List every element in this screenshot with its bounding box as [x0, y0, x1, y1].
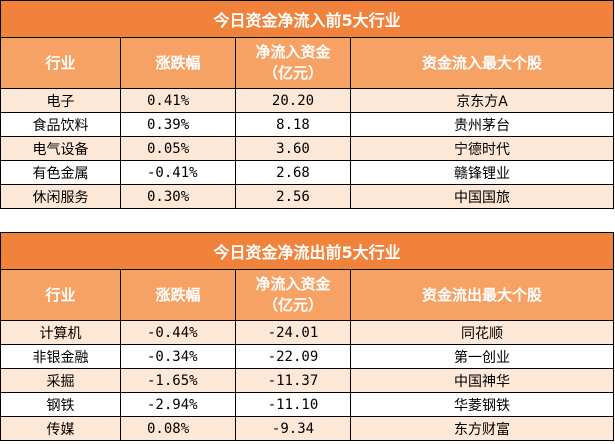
header-change: 涨跌幅: [120, 269, 236, 321]
industry-cell: 非银金融: [0, 344, 121, 369]
amount-cell: 2.68: [235, 160, 351, 185]
header-net-amount: 净流入资金 （亿元）: [235, 269, 351, 321]
amount-cell: 8.18: [235, 112, 351, 137]
change-cell: 0.08%: [120, 416, 236, 441]
industry-cell: 钢铁: [0, 392, 121, 417]
header-industry: 行业: [0, 269, 121, 321]
table-row: 传媒 0.08% -9.34 东方财富: [0, 416, 615, 441]
outflow-table-title: 今日资金净流出前5大行业: [0, 232, 615, 270]
table-row: 采掘 -1.65% -11.37 中国神华: [0, 368, 615, 393]
table-row: 电子 0.41% 20.20 京东方A: [0, 88, 615, 113]
industry-cell: 休闲服务: [0, 184, 121, 209]
stock-cell: 同花顺: [349, 320, 615, 345]
header-top-stock: 资金流入最大个股: [349, 37, 615, 89]
inflow-table-title: 今日资金净流入前5大行业: [0, 0, 615, 38]
stock-cell: 华菱钢铁: [349, 392, 615, 417]
industry-cell: 电子: [0, 88, 121, 113]
amount-cell: 3.60: [235, 136, 351, 161]
stock-cell: 宁德时代: [349, 136, 615, 161]
change-cell: 0.39%: [120, 112, 236, 137]
change-cell: -0.44%: [120, 320, 236, 345]
table-row: 有色金属 -0.41% 2.68 赣锋锂业: [0, 160, 615, 185]
amount-cell: -9.34: [235, 416, 351, 441]
table-row: 非银金融 -0.34% -22.09 第一创业: [0, 344, 615, 369]
stock-cell: 京东方A: [349, 88, 615, 113]
industry-cell: 计算机: [0, 320, 121, 345]
change-cell: -1.65%: [120, 368, 236, 393]
header-top-stock: 资金流出最大个股: [349, 269, 615, 321]
inflow-table: 今日资金净流入前5大行业 行业 涨跌幅 净流入资金 （亿元） 资金流入最大个股 …: [0, 0, 615, 209]
outflow-table: 今日资金净流出前5大行业 行业 涨跌幅 净流入资金 （亿元） 资金流出最大个股 …: [0, 232, 615, 441]
stock-cell: 贵州茅台: [349, 112, 615, 137]
stock-cell: 中国神华: [349, 368, 615, 393]
outflow-table-block: 今日资金净流出前5大行业 行业 涨跌幅 净流入资金 （亿元） 资金流出最大个股 …: [0, 232, 615, 441]
stock-cell: 赣锋锂业: [349, 160, 615, 185]
industry-cell: 传媒: [0, 416, 121, 441]
header-net-amount: 净流入资金 （亿元）: [235, 37, 351, 89]
table-row: 计算机 -0.44% -24.01 同花顺: [0, 320, 615, 345]
amount-cell: -11.37: [235, 368, 351, 393]
stock-cell: 东方财富: [349, 416, 615, 441]
change-cell: 0.30%: [120, 184, 236, 209]
inflow-table-block: 今日资金净流入前5大行业 行业 涨跌幅 净流入资金 （亿元） 资金流入最大个股 …: [0, 0, 615, 209]
industry-cell: 有色金属: [0, 160, 121, 185]
table-row: 钢铁 -2.94% -11.10 华菱钢铁: [0, 392, 615, 417]
change-cell: -2.94%: [120, 392, 236, 417]
table-row: 食品饮料 0.39% 8.18 贵州茅台: [0, 112, 615, 137]
industry-cell: 食品饮料: [0, 112, 121, 137]
industry-cell: 采掘: [0, 368, 121, 393]
change-cell: -0.34%: [120, 344, 236, 369]
amount-cell: -22.09: [235, 344, 351, 369]
stock-cell: 中国国旅: [349, 184, 615, 209]
header-industry: 行业: [0, 37, 121, 89]
industry-cell: 电气设备: [0, 136, 121, 161]
amount-cell: -11.10: [235, 392, 351, 417]
change-cell: 0.05%: [120, 136, 236, 161]
header-change: 涨跌幅: [120, 37, 236, 89]
change-cell: 0.41%: [120, 88, 236, 113]
table-row: 电气设备 0.05% 3.60 宁德时代: [0, 136, 615, 161]
amount-cell: -24.01: [235, 320, 351, 345]
table-row: 休闲服务 0.30% 2.56 中国国旅: [0, 184, 615, 209]
change-cell: -0.41%: [120, 160, 236, 185]
amount-cell: 2.56: [235, 184, 351, 209]
stock-cell: 第一创业: [349, 344, 615, 369]
amount-cell: 20.20: [235, 88, 351, 113]
